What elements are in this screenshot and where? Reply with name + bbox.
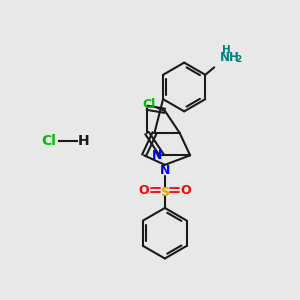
Text: NH: NH (220, 51, 240, 64)
Text: 2: 2 (236, 55, 242, 64)
Text: H: H (77, 134, 89, 148)
Text: S: S (160, 186, 169, 199)
Text: O: O (139, 184, 149, 196)
Text: Cl: Cl (142, 98, 156, 111)
Text: H: H (222, 45, 231, 56)
Text: O: O (180, 184, 191, 196)
Text: N: N (152, 149, 163, 162)
Text: Cl: Cl (41, 134, 56, 148)
Text: N: N (160, 164, 170, 177)
